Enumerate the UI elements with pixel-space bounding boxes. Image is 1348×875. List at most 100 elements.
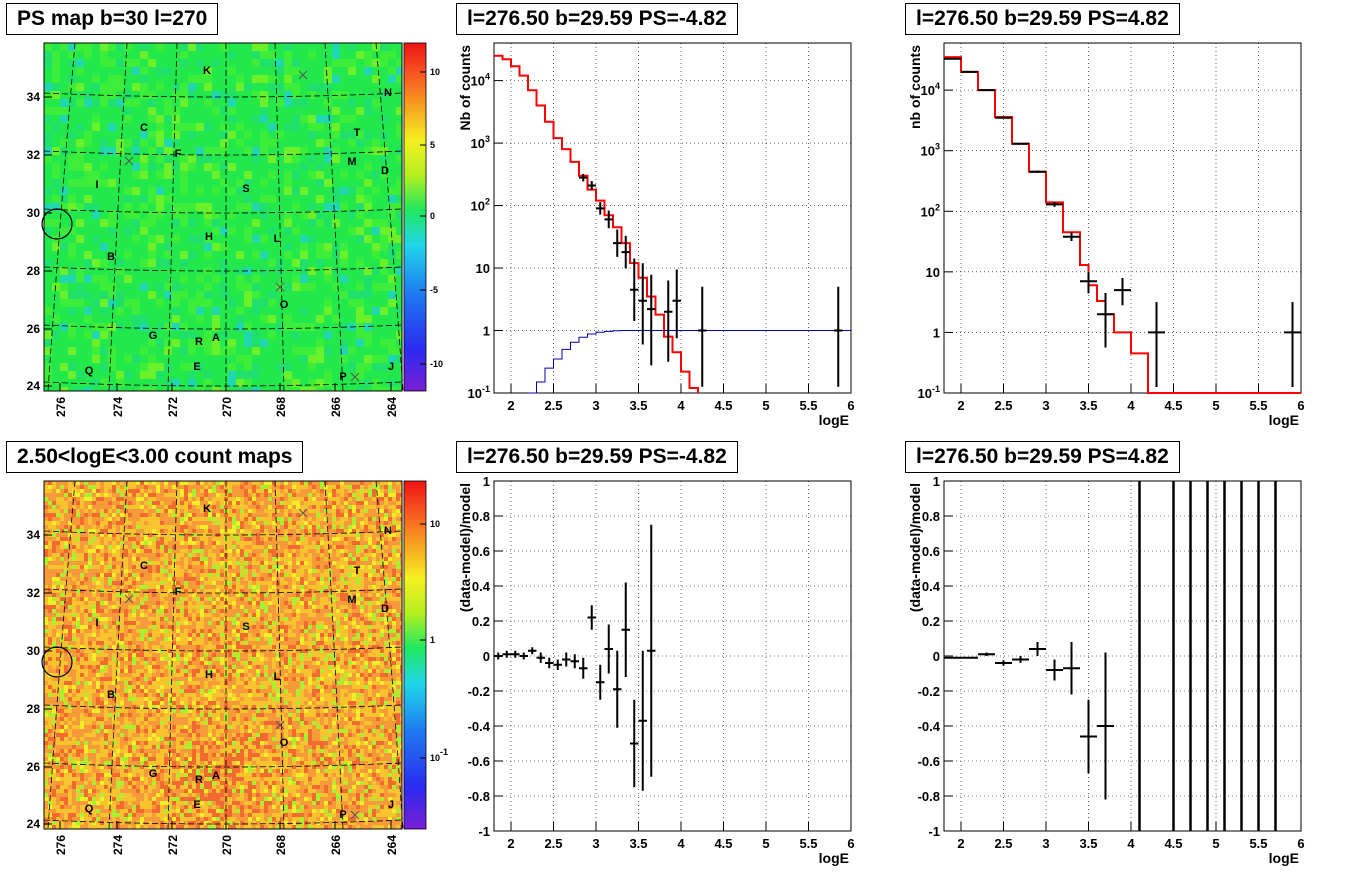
y-tick-label: 102 <box>921 202 940 219</box>
data-point <box>1029 642 1046 656</box>
data-point <box>613 229 622 257</box>
colorbar-tick-label: 10-1 <box>430 747 448 763</box>
y-tick-label: 34 <box>27 528 41 542</box>
source-label-R: R <box>195 774 203 786</box>
source-label-S: S <box>242 621 249 633</box>
source-cross <box>275 720 285 730</box>
source-label-C: C <box>140 122 148 134</box>
colorbar <box>403 42 427 392</box>
source-label-E: E <box>193 361 200 373</box>
source-label-H: H <box>205 231 213 243</box>
plot-residual-2: 2 2.5 3 3.5 4 4.5 5 5.5 6 -1 -0.8 -0.6 -0.4 -0.2 0 0.2 0… <box>907 474 1305 866</box>
x-tick-label: 3 <box>1042 398 1049 413</box>
source-label-B: B <box>107 251 115 263</box>
parallel-line <box>43 208 403 214</box>
data-point <box>621 582 630 677</box>
data-point <box>995 660 1012 666</box>
x-tick-label: 5 <box>762 398 769 413</box>
data-point <box>511 650 520 658</box>
data-point <box>1012 142 1029 145</box>
x-tick-label: 4 <box>677 836 685 851</box>
y-axis-label: nb of counts <box>907 45 923 129</box>
source-label-G: G <box>149 768 158 780</box>
x-tick-label: 5 <box>762 836 769 851</box>
colorbar-tick-label: -10 <box>430 359 443 369</box>
x-tick-label: 270 <box>220 397 234 417</box>
y-tick-label: -1 <box>928 824 940 839</box>
x-tick-label: 5 <box>1212 836 1219 851</box>
data-point <box>1063 232 1080 241</box>
source-label-M: M <box>347 594 356 606</box>
x-tick-label: 2.5 <box>994 836 1012 851</box>
plot-spectrum-2: 2 2.5 3 3.5 4 4.5 5 5.5 6 10-1 1 10 102 103 104 logE nb … <box>907 42 1305 428</box>
y-tick-label: -0.8 <box>918 789 940 804</box>
x-tick-label: 5.5 <box>1249 836 1267 851</box>
x-tick-label: 6 <box>1297 836 1304 851</box>
data-point <box>553 659 562 670</box>
data-point <box>1046 201 1063 207</box>
x-tick-label: 4.5 <box>714 398 732 413</box>
data-point <box>647 524 656 777</box>
data-point <box>638 650 647 791</box>
colorbar <box>403 480 427 830</box>
source-label-I: I <box>95 617 98 629</box>
y-tick-label: -0.4 <box>468 719 491 734</box>
y-tick-label: 1 <box>933 474 940 489</box>
y-tick-label: 103 <box>921 142 940 159</box>
x-tick-label: 264 <box>385 397 399 417</box>
x-tick-label: 276 <box>54 397 68 417</box>
source-cross <box>275 282 285 292</box>
x-tick-label: 5.5 <box>1249 398 1267 413</box>
source-label-O: O <box>280 737 289 749</box>
source-label-J: J <box>388 799 394 811</box>
meridian-line <box>274 480 285 830</box>
y-tick-label: 1 <box>933 325 940 340</box>
source-label-B: B <box>107 689 115 701</box>
data-point <box>664 280 673 362</box>
y-tick-label: 104 <box>471 72 490 89</box>
data-point <box>1080 699 1097 774</box>
y-tick-label: 28 <box>27 264 41 278</box>
y-tick-label: 26 <box>27 322 41 336</box>
x-tick-label: 272 <box>166 835 180 855</box>
spectrum-2-title: l=276.50 b=29.59 PS=4.82 <box>905 3 1180 35</box>
source-label-M: M <box>347 156 356 168</box>
y-axis-label: (data-model)/model <box>907 483 923 612</box>
data-point <box>630 699 639 788</box>
data-point <box>604 624 613 674</box>
parallel-line <box>43 762 403 768</box>
data-point <box>494 652 503 660</box>
x-tick-label: 4.5 <box>714 836 732 851</box>
residual-2-title: l=276.50 b=29.59 PS=4.82 <box>905 441 1180 473</box>
plot-residual-1: 2 2.5 3 3.5 4 4.5 5 5.5 6 -1 -0.8 -0.6 -0.4 -0.2 0 0.2 0… <box>457 474 855 866</box>
data-point <box>536 652 545 663</box>
x-tick-label: 3.5 <box>1079 398 1097 413</box>
plot-layer: 2 2.5 3 3.5 4 4.5 5 5.5 610-1110102103104logENb … <box>457 42 1305 866</box>
parallel-line <box>43 704 403 710</box>
x-tick-label: 4 <box>677 398 685 413</box>
parallel-line <box>43 530 403 536</box>
x-tick-label: 272 <box>166 397 180 417</box>
source-label-G: G <box>149 330 158 342</box>
colorbar-tick-label: 1 <box>430 635 435 645</box>
source-label-D: D <box>381 165 389 177</box>
meridian-line <box>167 480 178 830</box>
meridian-line <box>324 42 344 392</box>
source-label-T: T <box>354 127 361 139</box>
source-label-H: H <box>205 669 213 681</box>
data-point <box>672 269 681 339</box>
parallel-line <box>43 819 403 825</box>
source-label-J: J <box>388 361 394 373</box>
x-tick-label: 266 <box>329 397 343 417</box>
y-tick-label: 34 <box>27 90 41 104</box>
y-tick-label: 0.6 <box>922 544 940 559</box>
source-label-E: E <box>193 799 200 811</box>
y-tick-label: 1 <box>483 474 490 489</box>
y-tick-label: 0.4 <box>472 579 491 594</box>
parallel-line <box>43 588 403 594</box>
x-tick-label: 3.5 <box>629 836 647 851</box>
meridian-line <box>108 480 128 830</box>
data-point <box>519 652 528 660</box>
data-point <box>978 89 995 92</box>
